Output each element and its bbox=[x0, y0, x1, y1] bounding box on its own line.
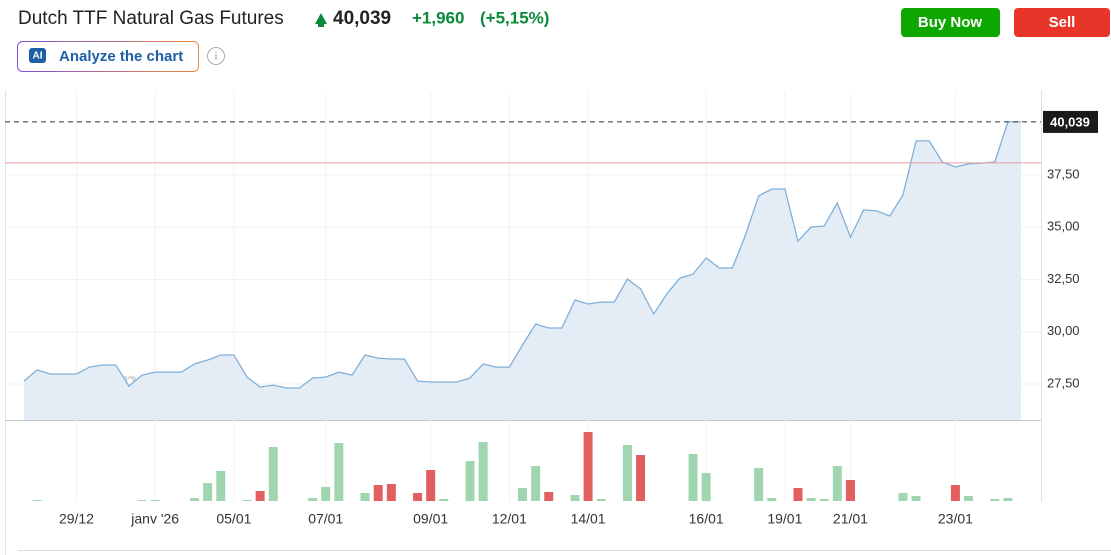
volume-bar bbox=[806, 498, 816, 501]
y-tick-label: 32,50 bbox=[1047, 271, 1080, 286]
volume-bar bbox=[190, 498, 200, 501]
x-tick-label: 12/01 bbox=[492, 511, 527, 527]
volume-bar bbox=[990, 499, 1000, 501]
volume-bar bbox=[950, 485, 960, 501]
volume-bar bbox=[216, 471, 226, 501]
buy-label[interactable]: Buy Now bbox=[918, 14, 983, 31]
volume-bar bbox=[255, 491, 265, 501]
volume-bar bbox=[439, 499, 449, 501]
volume-bar bbox=[360, 493, 370, 501]
volume-bar bbox=[898, 493, 908, 501]
x-tick-label: 21/01 bbox=[833, 511, 868, 527]
volume-bar bbox=[832, 466, 842, 501]
y-tick-label: 30,00 bbox=[1047, 323, 1080, 338]
volume-bar bbox=[767, 498, 777, 501]
x-tick-label: 07/01 bbox=[308, 511, 343, 527]
volume-bar bbox=[426, 470, 436, 501]
info-icon[interactable] bbox=[207, 47, 225, 65]
volume-bar bbox=[583, 432, 593, 501]
analyze-label[interactable]: Analyze the chart bbox=[59, 48, 183, 65]
x-tick-label: 14/01 bbox=[571, 511, 606, 527]
volume-bar bbox=[268, 447, 278, 501]
volume-bar bbox=[688, 454, 698, 501]
volume-bar bbox=[622, 445, 632, 501]
sell-button[interactable] bbox=[1014, 8, 1110, 37]
ai-badge bbox=[29, 48, 46, 63]
y-tick-label: 37,50 bbox=[1047, 166, 1080, 181]
volume-bar bbox=[334, 443, 344, 501]
buy-button[interactable] bbox=[901, 8, 1000, 37]
change-pct: (+5,15%) bbox=[480, 8, 549, 27]
title: Dutch TTF Natural Gas Futures bbox=[18, 8, 284, 29]
volume-bar bbox=[203, 483, 213, 501]
price-line bbox=[23, 121, 1021, 389]
volume-bar bbox=[150, 500, 160, 501]
volume-bar bbox=[32, 500, 42, 501]
volume-bar bbox=[819, 499, 829, 501]
x-tick-label: janv '26 bbox=[130, 511, 179, 527]
ai-badge-text: AI bbox=[33, 51, 43, 62]
x-tick-label: 19/01 bbox=[767, 511, 802, 527]
volume-bar bbox=[386, 484, 396, 501]
x-tick-label: 09/01 bbox=[413, 511, 448, 527]
last-price-box bbox=[1043, 110, 1098, 133]
volume-bar bbox=[242, 500, 252, 501]
volume-bar bbox=[465, 461, 475, 501]
volume-bar bbox=[636, 455, 646, 501]
price: 40,039 bbox=[333, 8, 391, 29]
y-tick-label: 35,00 bbox=[1047, 219, 1080, 234]
volume-bar bbox=[701, 473, 711, 501]
volume-bar bbox=[793, 488, 803, 501]
up-arrow bbox=[315, 13, 327, 27]
volume-bar bbox=[911, 496, 921, 501]
volume-bar bbox=[531, 466, 541, 501]
last-price-label: 40,039 bbox=[1050, 114, 1090, 129]
volume-bar bbox=[137, 500, 147, 501]
volume-bar bbox=[518, 488, 527, 501]
x-tick-label: 29/12 bbox=[59, 511, 94, 527]
volume-bar bbox=[1003, 498, 1013, 501]
chart: 29/12 janv '26 05/01 07/01 09/01 12/01 14/01 16… bbox=[5, 92, 1098, 527]
volume-bar bbox=[373, 485, 383, 501]
volume-bar bbox=[754, 468, 764, 501]
volume-bar bbox=[596, 499, 606, 501]
volume-bar bbox=[845, 480, 855, 501]
volume-bar bbox=[544, 492, 554, 501]
volume-bar bbox=[308, 498, 318, 501]
info-icon-text[interactable]: i bbox=[215, 51, 217, 63]
analyze-button[interactable] bbox=[17, 41, 199, 72]
sell-label[interactable]: Sell bbox=[1049, 14, 1076, 31]
x-tick-label: 23/01 bbox=[938, 511, 973, 527]
change: +1,960 bbox=[412, 8, 464, 27]
volume-bar bbox=[478, 442, 488, 501]
volume-bar bbox=[964, 496, 974, 501]
area bbox=[24, 121, 1021, 421]
y-tick-label: 27,50 bbox=[1047, 375, 1080, 390]
volume-bar bbox=[321, 487, 331, 501]
volume-bar bbox=[570, 495, 580, 501]
x-tick-label: 16/01 bbox=[689, 511, 724, 527]
volume-bar bbox=[413, 493, 423, 501]
x-tick-label: 05/01 bbox=[216, 511, 251, 527]
